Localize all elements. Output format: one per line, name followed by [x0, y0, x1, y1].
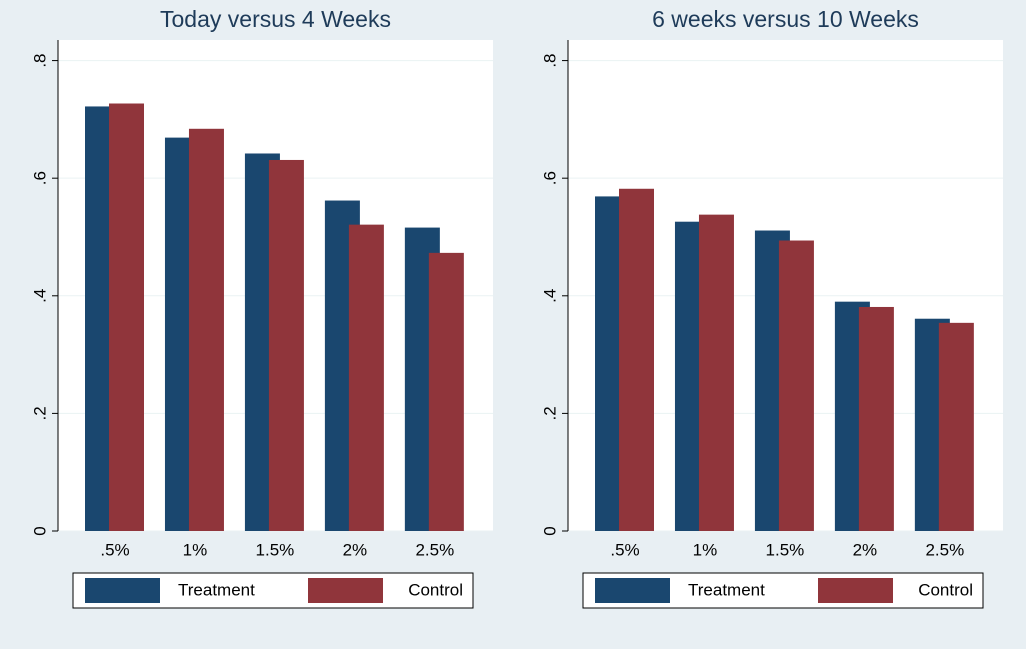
- bar: [698, 214, 734, 531]
- y-tick-label: 0: [540, 526, 559, 535]
- y-tick-label: 0: [30, 526, 49, 535]
- chart-title: 6 weeks versus 10 Weeks: [652, 6, 919, 32]
- legend-label: Control: [918, 580, 973, 599]
- legend-label: Treatment: [178, 580, 255, 599]
- legend-swatch: [85, 578, 160, 603]
- y-tick-label: .6: [30, 171, 49, 185]
- y-tick-label: .8: [30, 53, 49, 67]
- bar: [938, 322, 974, 531]
- legend-swatch: [595, 578, 670, 603]
- x-tick-label: 2%: [343, 540, 368, 559]
- bar: [268, 159, 304, 531]
- bar: [858, 306, 894, 531]
- legend-swatch: [818, 578, 893, 603]
- x-tick-label: .5%: [100, 540, 129, 559]
- x-tick-label: 2%: [853, 540, 878, 559]
- chart-title: Today versus 4 Weeks: [160, 6, 391, 32]
- y-tick-label: .4: [30, 289, 49, 303]
- legend-label: Treatment: [688, 580, 765, 599]
- legend-label: Control: [408, 580, 463, 599]
- y-tick-label: .6: [540, 171, 559, 185]
- x-tick-label: 2.5%: [925, 540, 964, 559]
- y-tick-label: .2: [540, 406, 559, 420]
- legend-swatch: [308, 578, 383, 603]
- bar: [619, 188, 654, 531]
- y-tick-label: .8: [540, 53, 559, 67]
- bar: [188, 128, 224, 531]
- x-tick-label: 1.5%: [766, 540, 805, 559]
- bar: [428, 252, 464, 531]
- y-tick-label: .4: [540, 289, 559, 303]
- y-tick-label: .2: [30, 406, 49, 420]
- x-tick-label: .5%: [610, 540, 639, 559]
- bar: [348, 224, 384, 531]
- bar: [109, 103, 144, 531]
- x-tick-label: 2.5%: [415, 540, 454, 559]
- x-tick-label: 1.5%: [256, 540, 295, 559]
- bar: [778, 240, 814, 531]
- x-tick-label: 1%: [183, 540, 208, 559]
- x-tick-label: 1%: [693, 540, 718, 559]
